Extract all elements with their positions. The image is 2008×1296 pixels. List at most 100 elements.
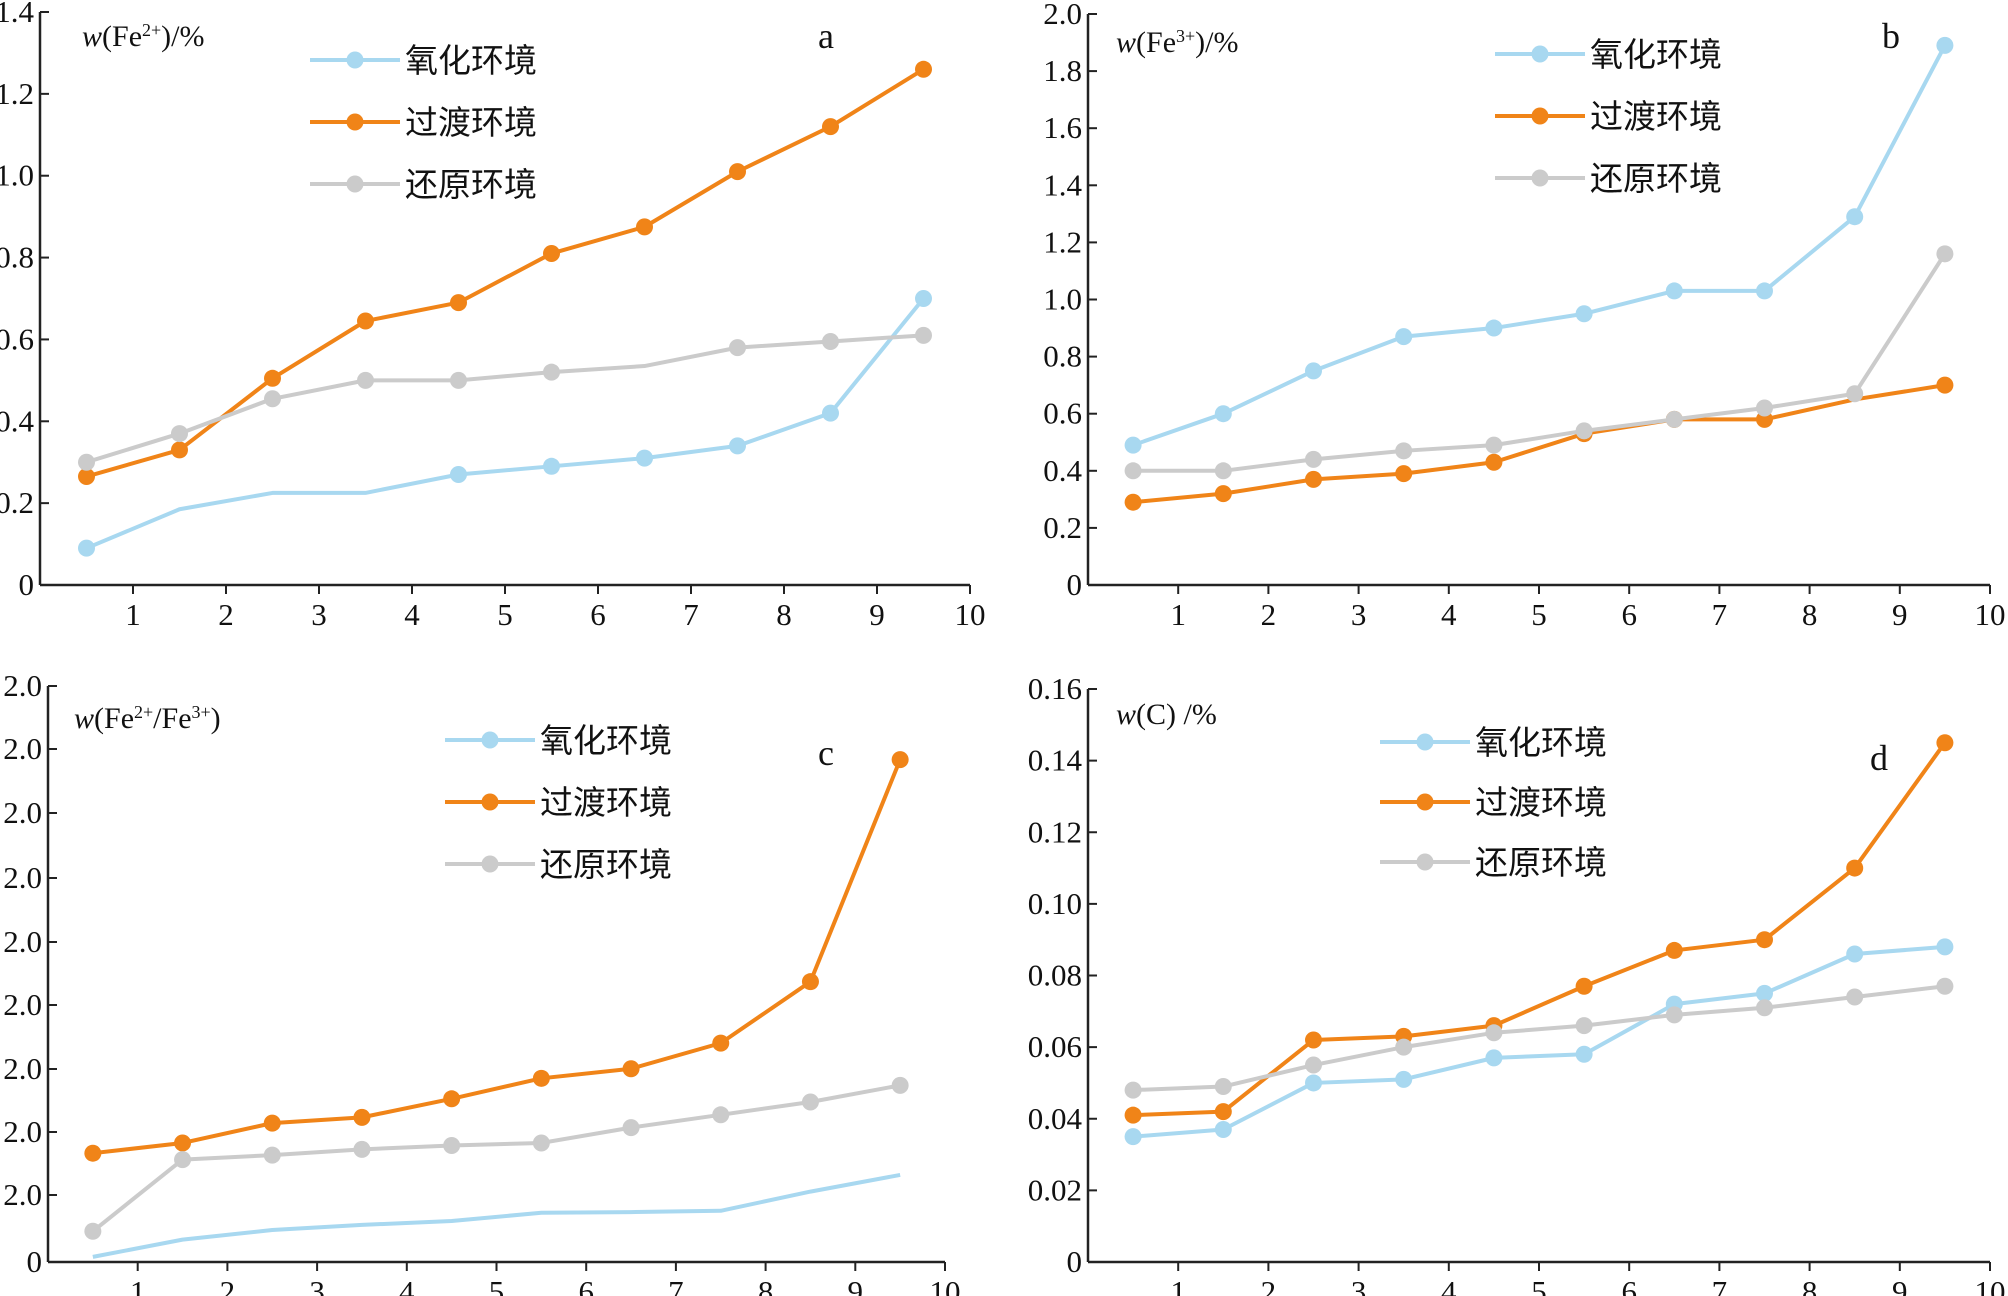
- chart-panel-d: 0 0.02 0.04 0.06 0.08 0.10 0.12 0.14 0.16 1 2 3 4 5 6 7…: [1028, 671, 2006, 1296]
- x-tick-label: 10: [930, 1274, 961, 1296]
- x-tick-label: 4: [1441, 597, 1457, 632]
- data-point-oxidizing: [1395, 1070, 1413, 1088]
- data-point-oxidizing: [1846, 208, 1864, 226]
- data-point-reducing: [532, 1134, 550, 1152]
- legend-marker-oxidizing: [481, 731, 499, 749]
- data-point-reducing: [443, 1137, 461, 1155]
- y-tick-label: 0.08: [1028, 958, 1082, 993]
- y-axis-label: w(C) /%: [1116, 698, 1217, 731]
- legend-marker-transitional: [1416, 793, 1434, 811]
- legend-label-transitional: 过渡环境: [540, 783, 672, 822]
- x-tick-label: 2: [1261, 597, 1277, 632]
- data-point-oxidizing: [1485, 1049, 1503, 1067]
- data-point-oxidizing: [915, 290, 932, 307]
- data-point-reducing: [174, 1151, 192, 1169]
- y-tick-label: 1.0: [1043, 282, 1082, 317]
- y-tick-label: 0: [1067, 1244, 1083, 1279]
- data-point-oxidizing: [1575, 305, 1593, 323]
- data-point-oxidizing: [1305, 1074, 1322, 1092]
- data-point-reducing: [1214, 462, 1232, 480]
- series-line-oxidizing: [1132, 944, 1946, 1139]
- legend-marker-reducing: [481, 855, 499, 873]
- data-point-reducing: [712, 1106, 730, 1124]
- data-point-reducing: [1756, 399, 1773, 417]
- data-point-reducing: [1485, 436, 1503, 454]
- data-point-reducing: [263, 1146, 281, 1164]
- data-point-transitional: [532, 1069, 550, 1087]
- data-point-transitional: [1665, 941, 1683, 959]
- data-point-transitional: [84, 1144, 102, 1162]
- data-point-oxidizing: [1214, 405, 1232, 423]
- x-tick-label: 5: [489, 1274, 505, 1296]
- x-tick-label: 6: [1621, 597, 1637, 632]
- y-tick-label: 2.0: [3, 731, 42, 766]
- data-point-transitional: [174, 1134, 192, 1152]
- data-point-reducing: [171, 425, 188, 443]
- series-line-reducing: [85, 333, 924, 465]
- data-point-reducing: [1395, 442, 1413, 460]
- data-point-reducing: [543, 363, 560, 381]
- data-point-oxidizing: [729, 437, 746, 455]
- series-line-oxidizing: [85, 297, 926, 551]
- y-tick-label: 0.04: [1028, 1101, 1083, 1136]
- legend-label-transitional: 过渡环境: [1475, 783, 1607, 822]
- x-tick-label: 1: [130, 1274, 146, 1296]
- data-point-reducing: [1665, 1006, 1683, 1024]
- panel-letter: a: [818, 16, 834, 56]
- y-tick-label: 2.0: [1043, 0, 1082, 31]
- y-tick-label: 0.16: [1028, 671, 1082, 706]
- legend-marker-oxidizing: [1531, 45, 1549, 63]
- x-tick-label: 9: [1892, 597, 1908, 632]
- data-point-reducing: [729, 339, 746, 357]
- data-point-transitional: [1846, 859, 1864, 877]
- y-tick-label: 0.02: [1028, 1172, 1082, 1207]
- legend-label-oxidizing: 氧化环境: [1475, 723, 1607, 762]
- data-point-reducing: [1936, 245, 1954, 263]
- data-point-reducing: [1485, 1024, 1503, 1042]
- data-point-oxidizing: [1214, 1120, 1232, 1138]
- legend-marker-transitional: [1531, 107, 1549, 125]
- data-point-transitional: [1485, 453, 1503, 471]
- y-axis-label: w(Fe2+/Fe3+): [74, 702, 221, 735]
- legend-label-reducing: 还原环境: [405, 165, 537, 204]
- y-tick-label: 0.10: [1028, 886, 1082, 921]
- x-tick-label: 7: [683, 597, 699, 632]
- data-point-reducing: [264, 390, 281, 408]
- data-point-reducing: [78, 453, 95, 471]
- chart-panel-a: 0 0.2 0.4 0.6 0.8 1.0 1.2 1.4 1 2 3 4 5 6 7 8 9 10 w(Fe2+)…: [0, 0, 986, 632]
- chart-panel-b: 0 0.2 0.4 0.6 0.8 1.0 1.2 1.4 1.6 1.8 2.0 1 2 3 4 5 6 7 8 9…: [1043, 0, 2005, 632]
- y-tick-label: 0.4: [0, 403, 35, 438]
- legend-label-reducing: 还原环境: [540, 845, 672, 884]
- legend-marker-oxidizing: [346, 51, 364, 69]
- y-tick-label: 2.0: [3, 668, 42, 703]
- x-tick-label: 10: [955, 597, 986, 632]
- data-point-reducing: [1936, 977, 1954, 995]
- data-point-oxidizing: [1756, 282, 1773, 300]
- y-tick-label: 2.0: [3, 987, 42, 1022]
- data-point-oxidizing: [450, 465, 467, 483]
- data-point-reducing: [1124, 1081, 1142, 1099]
- panel-letter: b: [1882, 16, 1900, 56]
- data-point-reducing: [915, 326, 932, 344]
- x-tick-label: 4: [399, 1274, 415, 1296]
- data-point-transitional: [171, 441, 188, 459]
- data-point-transitional: [636, 218, 653, 236]
- legend-marker-transitional: [346, 113, 364, 131]
- legend-label-transitional: 过渡环境: [1590, 97, 1722, 136]
- data-point-transitional: [1124, 493, 1142, 511]
- data-point-transitional: [264, 369, 281, 387]
- data-point-reducing: [1124, 462, 1142, 480]
- y-tick-label: 1.2: [1043, 224, 1082, 259]
- x-tick-label: 5: [497, 597, 513, 632]
- data-point-oxidizing: [1305, 362, 1322, 380]
- x-tick-label: 8: [1802, 597, 1818, 632]
- data-point-reducing: [1305, 450, 1322, 468]
- y-tick-label: 0.14: [1028, 743, 1083, 778]
- series-line-oxidizing: [92, 1172, 901, 1259]
- data-point-transitional: [1305, 1031, 1322, 1049]
- x-tick-label: 4: [404, 597, 420, 632]
- x-tick-label: 8: [758, 1274, 774, 1296]
- chart-panel-c: 0 2.0 2.0 2.0 2.0 2.0 2.0 2.0 2.0 2.0 1 2 3 4 5 6 7 8 9 10 w…: [3, 668, 960, 1296]
- data-point-transitional: [915, 60, 932, 78]
- data-point-oxidizing: [1846, 945, 1864, 963]
